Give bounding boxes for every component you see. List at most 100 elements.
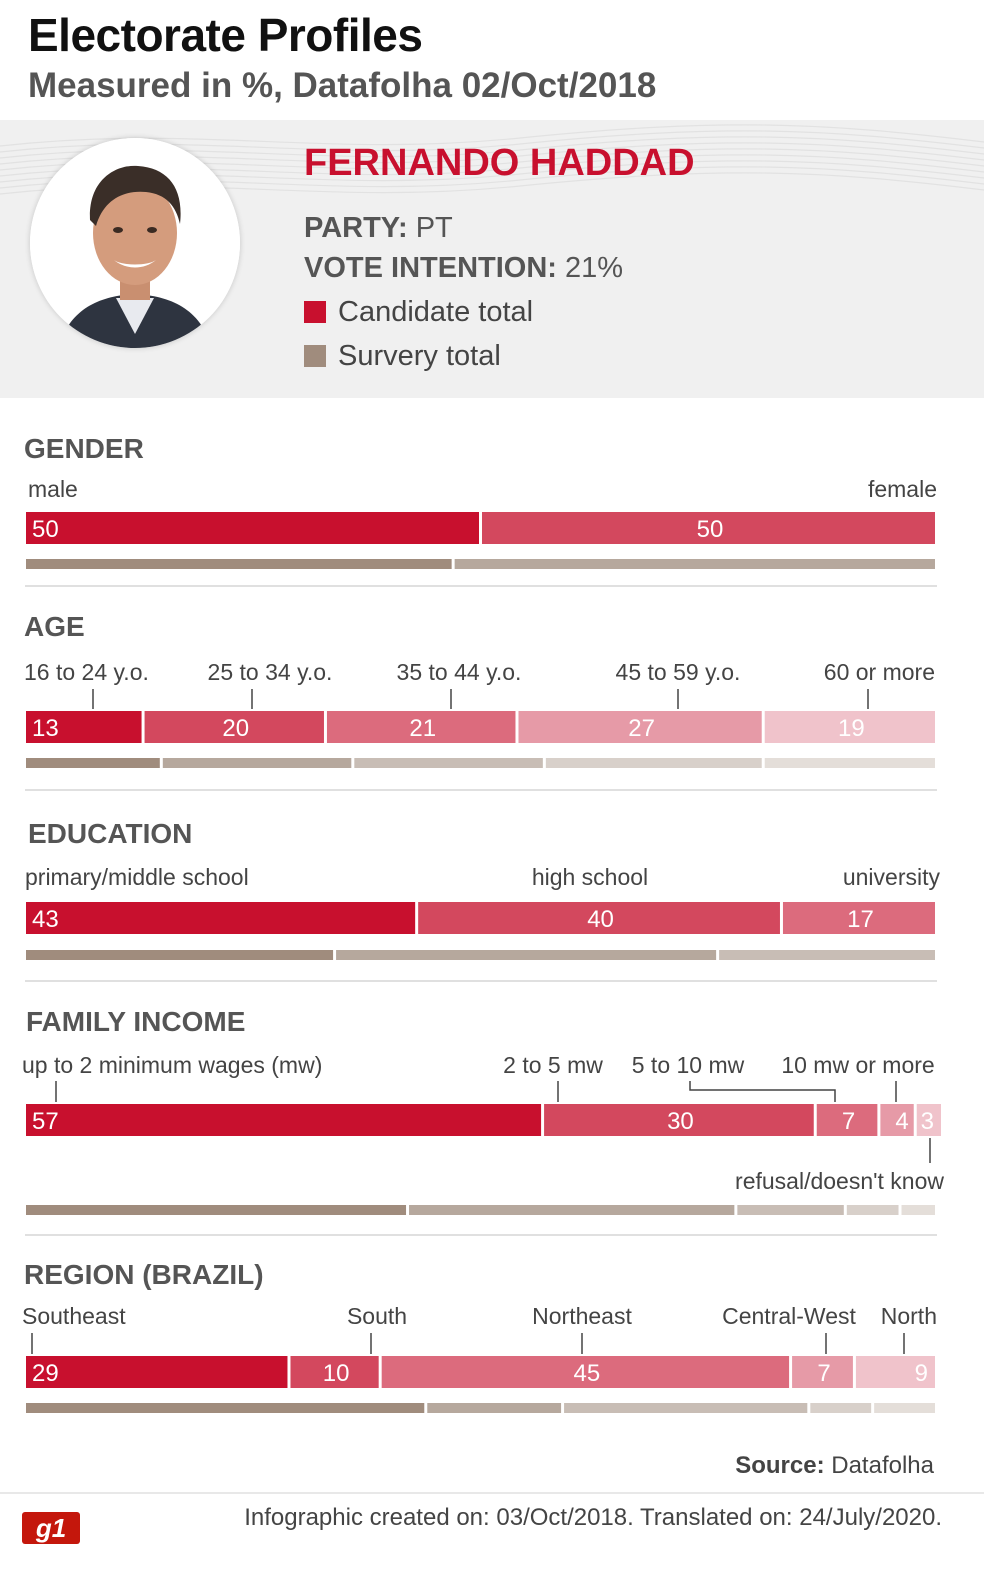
- category-label: 45 to 59 y.o.: [616, 659, 741, 685]
- category-label: North: [881, 1303, 937, 1329]
- legend-swatch-candidate: [304, 301, 326, 323]
- survey-bar-segment: [162, 758, 352, 768]
- bar-value-label: 7: [817, 1360, 830, 1387]
- chart-section-2: 43 40 17 primary/middle school high school un…: [25, 864, 940, 960]
- candidate-photo: [30, 138, 240, 348]
- chart-subtitle: Measured in %, Datafolha 02/Oct/2018: [28, 66, 657, 105]
- candidate-bar-segment: [290, 1356, 379, 1388]
- survey-bar-segment: [737, 1205, 844, 1215]
- bar-value-label: 4: [895, 1108, 908, 1135]
- section-title-family-income: FAMILY INCOME: [26, 1006, 246, 1037]
- bar-value-label: 20: [222, 715, 249, 742]
- legend-survey-total: Survery total: [304, 340, 501, 373]
- source-value: Datafolha: [831, 1452, 934, 1479]
- section-title-education: EDUCATION: [28, 818, 193, 849]
- survey-bar-segment: [427, 1403, 562, 1413]
- category-label: 16 to 24 y.o.: [24, 659, 149, 685]
- bar-value-label: 27: [628, 715, 655, 742]
- candidate-bar-segment: [381, 1356, 790, 1388]
- section-divider: [25, 789, 937, 791]
- survey-bar-segment: [901, 1205, 935, 1215]
- candidate-bar-segment: [326, 711, 516, 743]
- chart-section-1: 13 20 21 27 19 16 to 24 y.o. 25 to 34 y.o. 35 t…: [24, 659, 935, 768]
- candidate-bar-segment: [418, 902, 780, 934]
- category-label: female: [868, 476, 937, 502]
- bar-value-label: 57: [32, 1108, 59, 1135]
- category-label: Northeast: [532, 1303, 632, 1329]
- category-label: high school: [532, 864, 648, 890]
- category-label: 35 to 44 y.o.: [397, 659, 522, 685]
- chart-section-0: 50 50 male female: [26, 476, 937, 569]
- source-note: Source: Datafolha: [735, 1452, 934, 1480]
- category-label: 10 mw or more: [781, 1052, 934, 1078]
- candidate-bar-segment: [26, 902, 416, 934]
- candidate-bar-segment: [144, 711, 324, 743]
- wave-line: [0, 124, 984, 147]
- footer-credits: Infographic created on: 03/Oct/2018. Tra…: [244, 1504, 942, 1531]
- survey-bar-segment: [719, 950, 935, 960]
- label-leader-line: [689, 1081, 836, 1102]
- section-divider: [25, 1234, 937, 1236]
- bar-value-label: 21: [409, 715, 436, 742]
- chart-section-4: 29 10 45 7 9 Southeast South Northeast Central-W…: [22, 1303, 937, 1413]
- survey-bar-segment: [26, 758, 160, 768]
- category-label: South: [347, 1303, 407, 1329]
- candidate-bar-segment: [855, 1356, 935, 1388]
- bar-value-label: 50: [32, 516, 59, 543]
- survey-bar-segment: [336, 950, 717, 960]
- party-value: PT: [415, 212, 453, 244]
- bar-value-label: 45: [574, 1360, 601, 1387]
- chart-section-3: 57 30 7 4 3 up to 2 minimum wages (mw) 2 to 5 …: [22, 1052, 944, 1215]
- source-label: Source:: [735, 1452, 825, 1479]
- g1-logo: g1: [22, 1510, 82, 1551]
- legend-label-survey: Survery total: [338, 340, 501, 372]
- candidate-bar-segment: [26, 1356, 288, 1388]
- survey-bar-segment: [454, 559, 935, 569]
- survey-bar-segment: [26, 559, 452, 569]
- section-divider: [25, 585, 937, 587]
- bar-value-label: 17: [847, 906, 874, 933]
- chart-title: Electorate Profiles: [28, 9, 423, 61]
- candidate-profile-panel: FERNANDO HADDAD PARTY: PT VOTE INTENTION…: [0, 120, 984, 398]
- vote-intention-label: VOTE INTENTION:: [304, 252, 557, 284]
- bar-value-label: 13: [32, 715, 59, 742]
- category-label: 25 to 34 y.o.: [208, 659, 333, 685]
- survey-bar-segment: [810, 1403, 872, 1413]
- bar-value-label: 50: [697, 516, 724, 543]
- category-label: 60 or more: [824, 659, 935, 685]
- bar-value-label: 9: [915, 1360, 928, 1387]
- category-label: male: [28, 476, 78, 502]
- category-label: up to 2 minimum wages (mw): [22, 1052, 322, 1078]
- candidate-bar-segment: [26, 1104, 542, 1136]
- section-title-region: REGION (BRAZIL): [24, 1259, 264, 1290]
- survey-bar-segment: [874, 1403, 935, 1413]
- category-label: Central-West: [722, 1303, 856, 1329]
- survey-bar-segment: [409, 1205, 735, 1215]
- vote-intention-value: 21%: [565, 252, 624, 284]
- legend-label-candidate: Candidate total: [338, 296, 534, 328]
- category-label: refusal/doesn't know: [735, 1168, 944, 1194]
- g1-logo-text: g1: [35, 1513, 66, 1543]
- survey-bar-segment: [26, 1205, 407, 1215]
- footer-divider: [0, 1492, 984, 1494]
- survey-bar-segment: [564, 1403, 808, 1413]
- candidate-name: FERNANDO HADDAD: [304, 142, 695, 184]
- candidate-bar-segment: [518, 711, 762, 743]
- bar-value-label: 19: [838, 715, 865, 742]
- section-title-gender: GENDER: [24, 433, 144, 464]
- candidate-bar-segment: [916, 1104, 941, 1136]
- candidate-bar-segment: [544, 1104, 814, 1136]
- bar-value-label: 43: [32, 906, 59, 933]
- candidate-bar-segment: [792, 1356, 853, 1388]
- survey-bar-segment: [846, 1205, 899, 1215]
- vote-intention-line: VOTE INTENTION: 21%: [304, 252, 623, 285]
- candidate-bar-segment: [816, 1104, 878, 1136]
- category-label: university: [843, 864, 941, 890]
- legend-candidate-total: Candidate total: [304, 296, 533, 329]
- candidate-bar-segment: [482, 512, 935, 544]
- candidate-bar-segment: [26, 512, 479, 544]
- candidate-bar-segment: [782, 902, 935, 934]
- section-divider: [25, 980, 937, 982]
- bar-value-label: 3: [921, 1108, 934, 1135]
